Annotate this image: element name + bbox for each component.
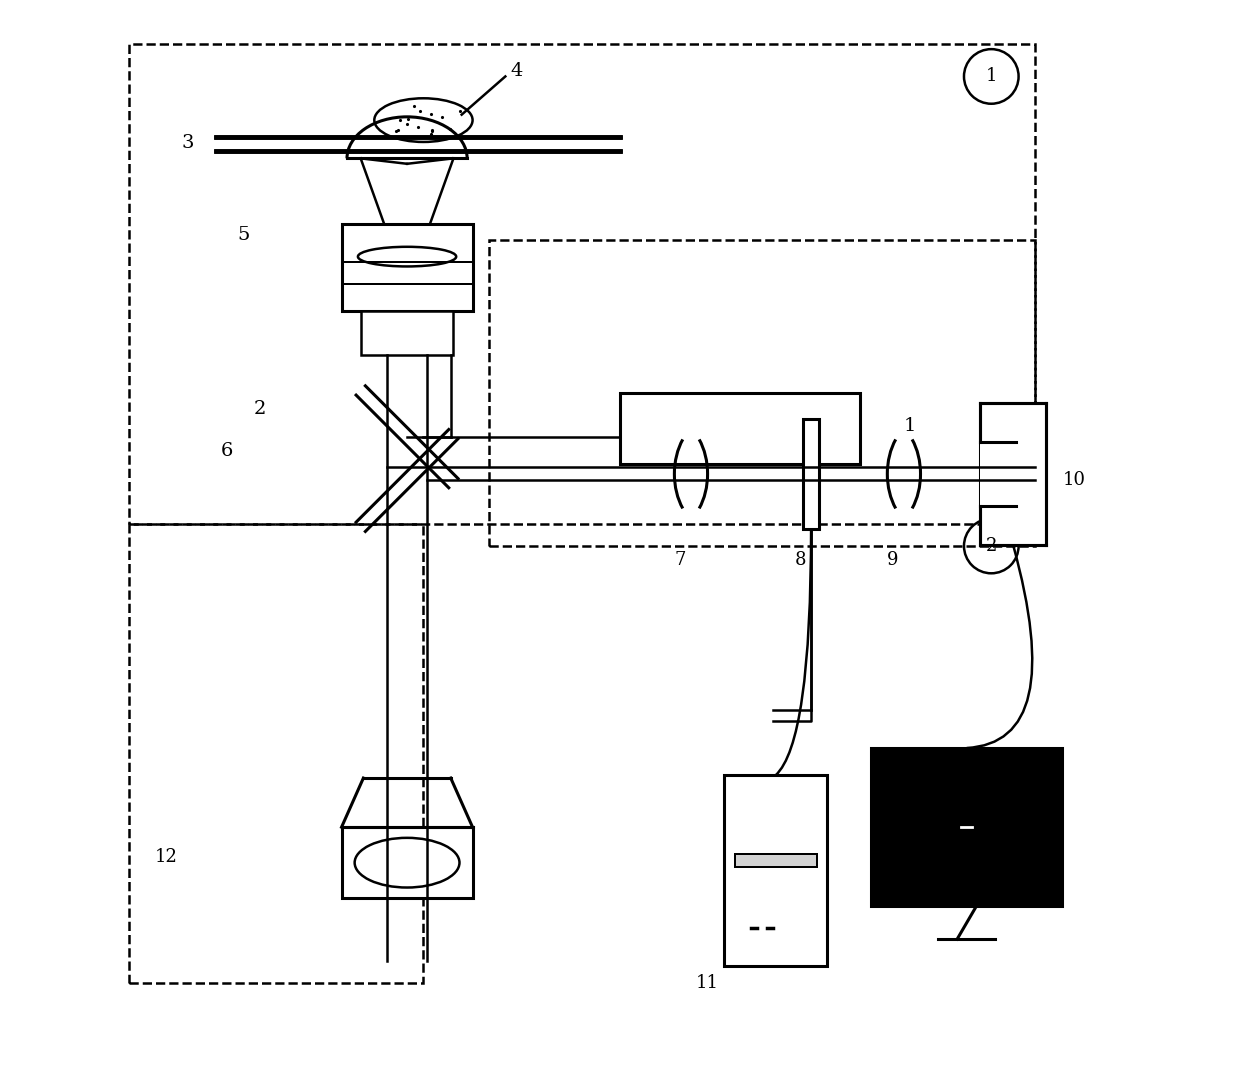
Ellipse shape [374,98,472,142]
Bar [724,775,827,966]
Bar [981,442,1017,506]
Bar [341,224,472,311]
Text: 12: 12 [155,848,177,866]
Ellipse shape [355,838,460,888]
Bar [216,136,620,151]
Text: 3: 3 [181,134,195,152]
Bar [489,240,1035,546]
Text: 1: 1 [904,417,916,435]
Bar [129,524,423,983]
Text: 8: 8 [795,551,806,569]
Text: 2: 2 [986,537,997,555]
Bar [734,854,817,867]
Text: 7: 7 [675,551,686,569]
Bar [361,311,454,355]
Bar [341,828,472,898]
Text: 6: 6 [221,442,233,460]
Text: 11: 11 [696,974,718,992]
Text: 1: 1 [986,68,997,85]
Bar [620,393,861,464]
Bar [981,403,1045,545]
Text: 5: 5 [237,226,249,244]
Text: 9: 9 [888,551,899,569]
Text: 2: 2 [253,401,265,418]
Ellipse shape [358,247,456,266]
Text: 10: 10 [1063,472,1085,489]
Bar [804,419,820,529]
Bar [129,44,1035,524]
Text: 4: 4 [511,62,523,80]
Bar [872,748,1063,906]
